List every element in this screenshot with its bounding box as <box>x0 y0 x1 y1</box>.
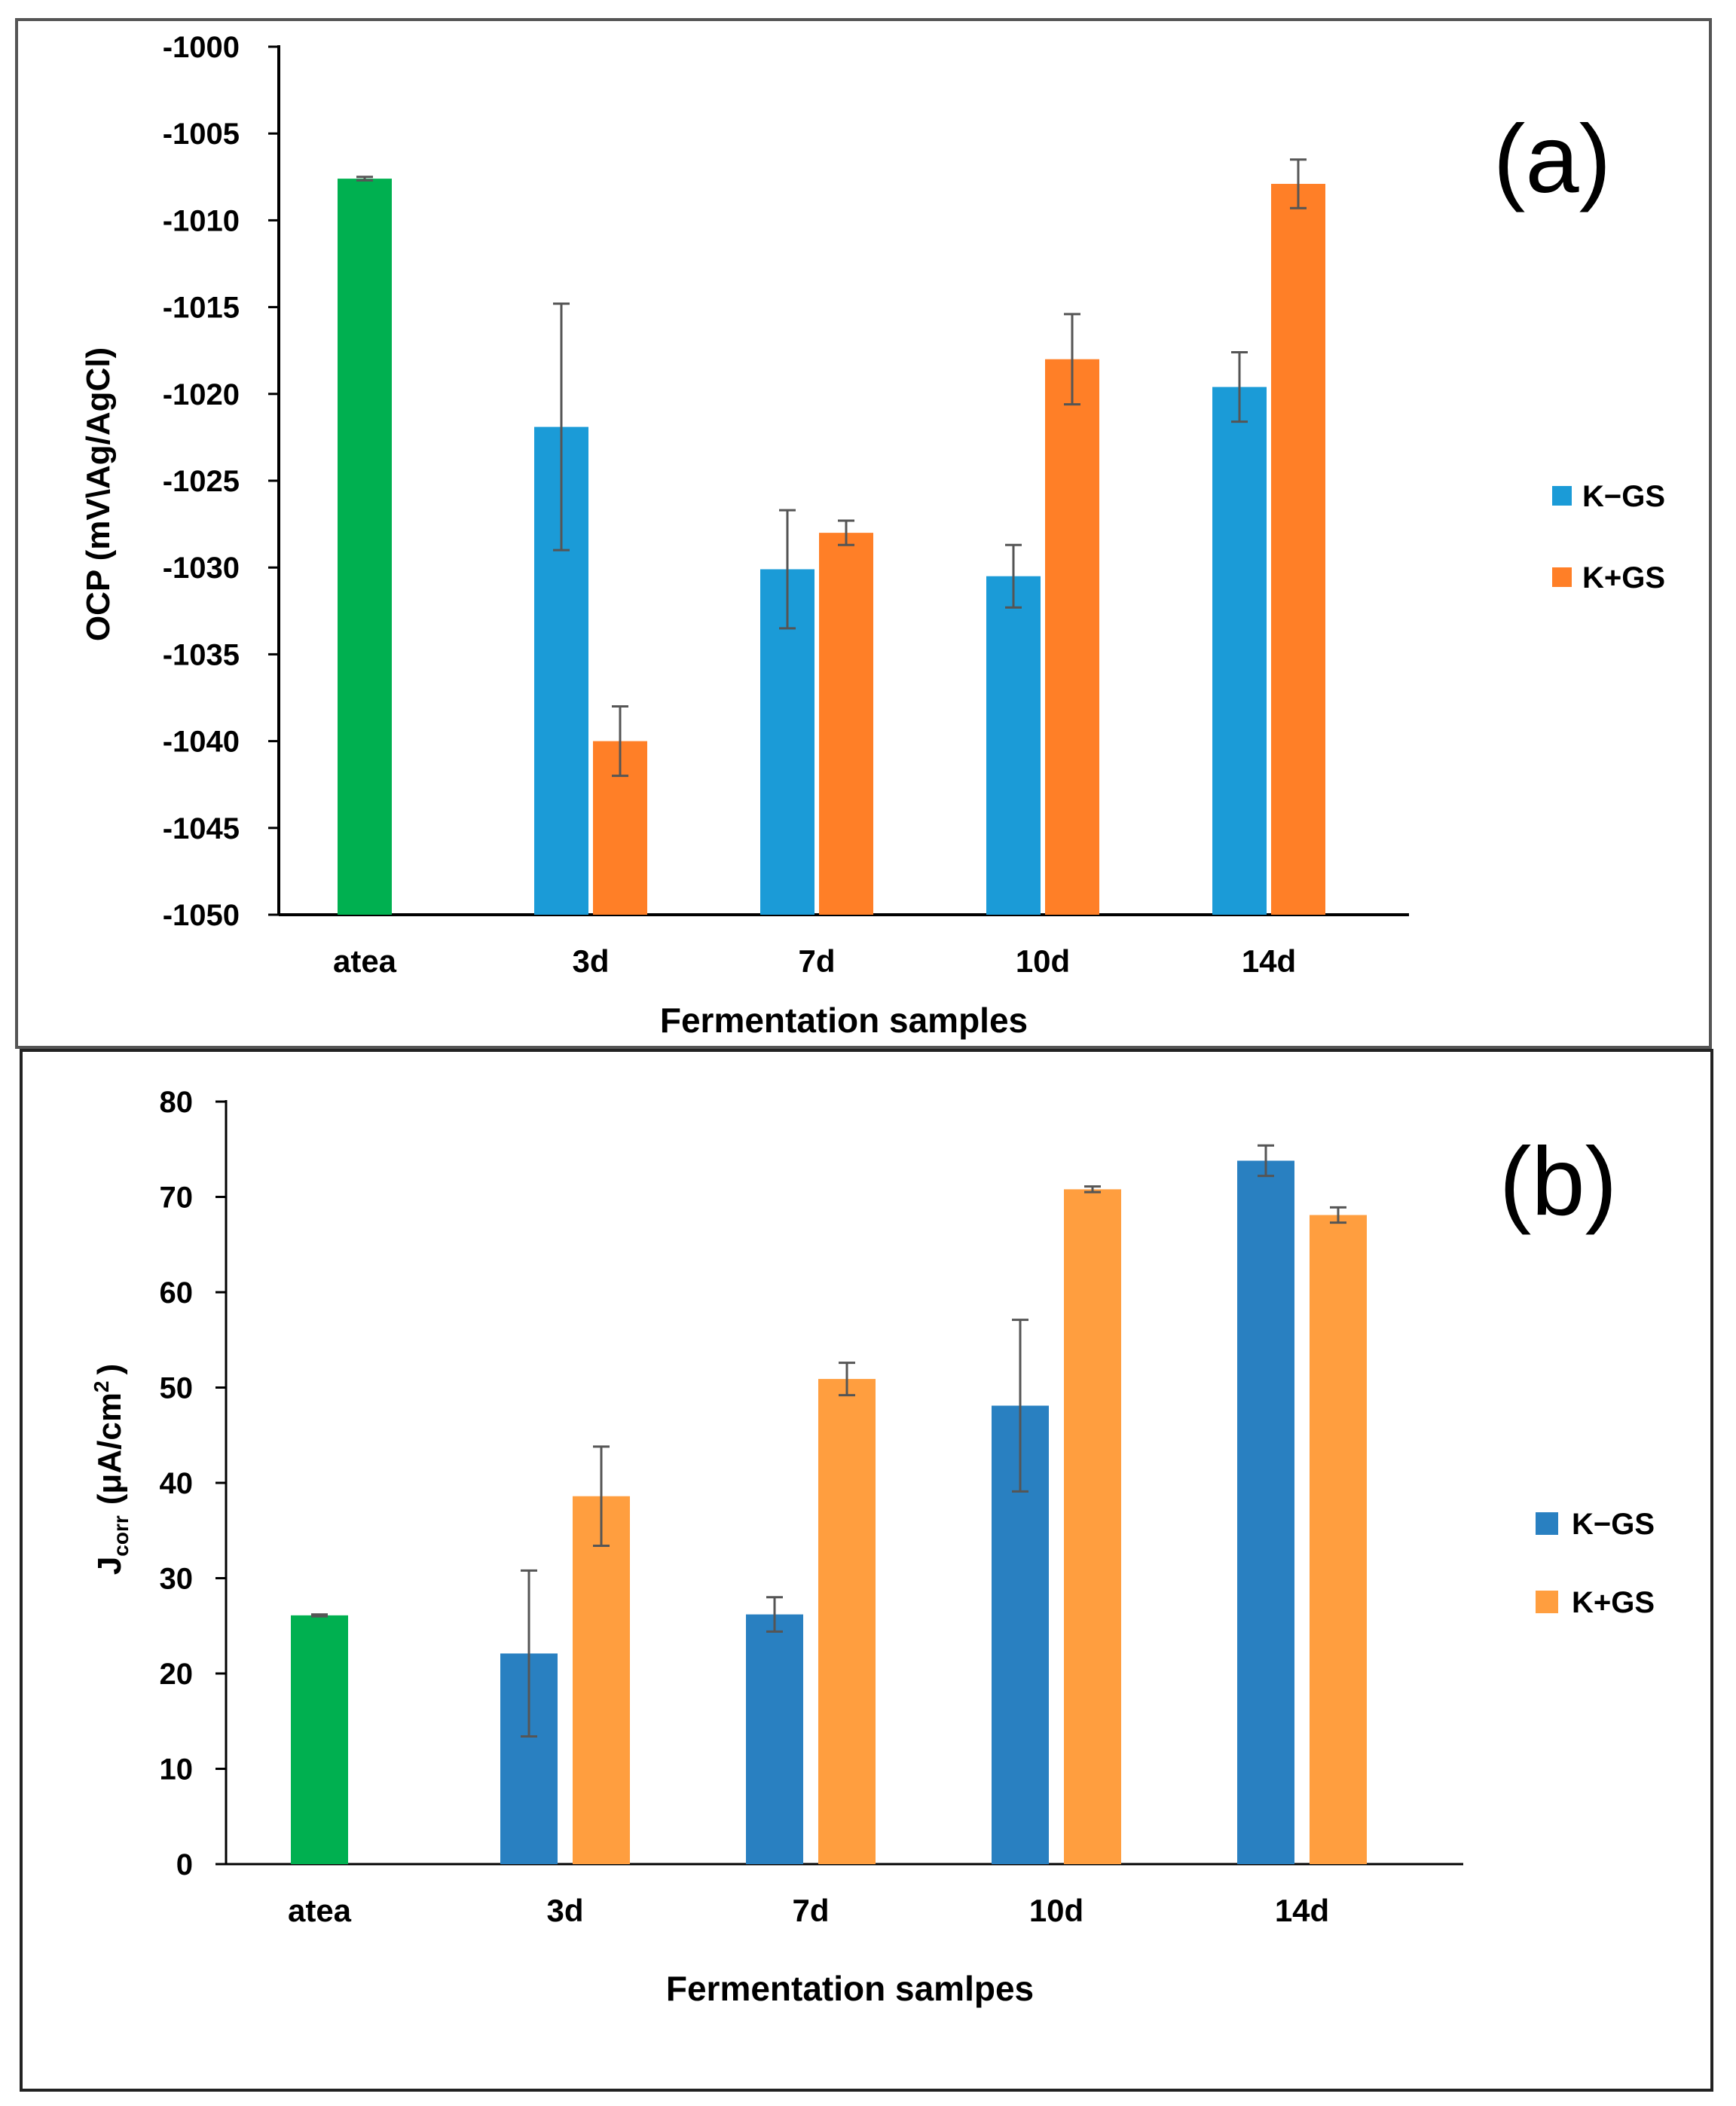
panel-a-y-tick-label: -1005 <box>163 118 240 151</box>
panel-a-x-tick-label: 7d <box>798 943 835 979</box>
panel-a-y-tick-label: -1030 <box>163 552 240 585</box>
panel-a-x-tick-label: atea <box>333 943 397 979</box>
panel-a-error-bars <box>356 158 1307 778</box>
panel-b-y-label-subscript: corr <box>109 1515 133 1557</box>
panel-a-y-axis-label: OCP (mV\Ag/AgCl) <box>80 347 117 641</box>
panel-b-x-tick-label: atea <box>288 1893 352 1928</box>
panel-b-y-label-unit: (μA/cm <box>91 1392 128 1505</box>
panel-b-bar-kgs-7d <box>746 1614 803 1864</box>
panel-a-y-tick-label: -1035 <box>163 638 240 671</box>
panel-a-x-tick-label: 3d <box>572 943 609 979</box>
panel-a-label: (a) <box>1493 105 1611 213</box>
panel-b-x-tick-label: 7d <box>792 1893 829 1928</box>
panel-b-x-axis-label: Fermentation samlpes <box>666 1969 1034 2008</box>
panel-b-x-tick-label: 14d <box>1275 1893 1329 1928</box>
panel-a-x-tick-label: 10d <box>1016 943 1070 979</box>
panel-b-jcorr-chart: 0 10 20 30 40 50 60 70 80 atea 3d 7d 10d 14d K−GS K+GS… <box>20 1049 1713 2092</box>
panel-b-legend: K−GS K+GS <box>1536 1508 1655 1619</box>
panel-a-legend: K−GS K+GS <box>1552 480 1665 595</box>
panel-a-legend-label: K−GS <box>1582 480 1665 513</box>
panel-b-y-label-close: ) <box>91 1364 128 1375</box>
panel-b-error-bars <box>311 1144 1346 1738</box>
panel-a-y-tick-label: -1020 <box>163 378 240 411</box>
panel-a-y-tick-label: -1050 <box>163 899 240 932</box>
panel-b-label: (b) <box>1499 1128 1617 1236</box>
panel-a-bar-kgs-10d <box>1045 359 1099 915</box>
panel-b-axes: 0 10 20 30 40 50 60 70 80 atea 3d 7d 10d 14d <box>160 1086 1463 1928</box>
panel-a-y-tick-label: -1040 <box>163 726 240 759</box>
panel-b-y-tick-label: 20 <box>160 1658 194 1691</box>
panel-b-legend-label: K+GS <box>1572 1586 1655 1619</box>
panel-b-y-tick-label: 70 <box>160 1181 194 1215</box>
panel-b-bar-kgs-7d <box>818 1379 876 1864</box>
panel-a-bar-kgs-10d <box>986 576 1041 915</box>
panel-a-bars <box>338 179 1325 915</box>
panel-a-bar-kgs-7d <box>819 533 873 915</box>
panel-b-y-tick-label: 60 <box>160 1276 194 1310</box>
panel-a-x-axis-label: Fermentation samples <box>660 1001 1028 1040</box>
panel-a-y-tick-label: -1015 <box>163 292 240 325</box>
panel-a-ocp-chart: -1000 -1005 -1010 -1015 -1020 -1025 -1030 -1035… <box>15 18 1712 1049</box>
panel-a-x-tick-label: 14d <box>1242 943 1296 979</box>
panel-b-bar-kgs-14d <box>1237 1160 1294 1864</box>
panel-a-legend-label: K+GS <box>1582 561 1665 595</box>
panel-a-y-tick-label: -1000 <box>163 31 240 64</box>
panel-b-bar-kgs-14d <box>1310 1215 1367 1864</box>
panel-a-y-tick-label: -1010 <box>163 204 240 237</box>
panel-b-y-label-main: J <box>91 1557 128 1575</box>
panel-a-y-tick-label: -1025 <box>163 465 240 498</box>
panel-a-bar-kgs-14d <box>1212 387 1267 915</box>
panel-b-y-tick-label: 30 <box>160 1563 194 1596</box>
panel-b-x-tick-label: 10d <box>1029 1893 1083 1928</box>
panel-b-y-tick-label: 10 <box>160 1753 194 1787</box>
panel-b-x-tick-label: 3d <box>546 1893 583 1928</box>
panel-b-y-label-superscript: 2 <box>90 1380 113 1392</box>
panel-b-bar-kgs-10d <box>1064 1189 1121 1864</box>
panel-b-legend-swatch <box>1536 1512 1558 1535</box>
panel-b-y-axis-label: Jcorr (μA/cm2) <box>90 1364 133 1575</box>
panel-a-bar-control-atea <box>338 179 392 915</box>
panel-b-y-tick-label: 0 <box>176 1848 193 1881</box>
panel-a-legend-swatch <box>1552 567 1572 587</box>
panel-b-legend-label: K−GS <box>1572 1508 1655 1541</box>
panel-a-legend-swatch <box>1552 486 1572 506</box>
panel-b-bar-kgs-3d <box>573 1496 630 1864</box>
panel-b-y-tick-label: 40 <box>160 1467 194 1500</box>
panel-a-y-tick-label: -1045 <box>163 812 240 845</box>
panel-b-y-tick-label: 50 <box>160 1372 194 1405</box>
panel-b-legend-swatch <box>1536 1591 1558 1613</box>
panel-a-axes: -1000 -1005 -1010 -1015 -1020 -1025 -1030 -1035… <box>163 31 1409 979</box>
panel-a-bar-kgs-14d <box>1271 184 1325 915</box>
panel-b-y-tick-label: 80 <box>160 1086 194 1119</box>
panel-b-bar-control-atea <box>291 1615 348 1864</box>
